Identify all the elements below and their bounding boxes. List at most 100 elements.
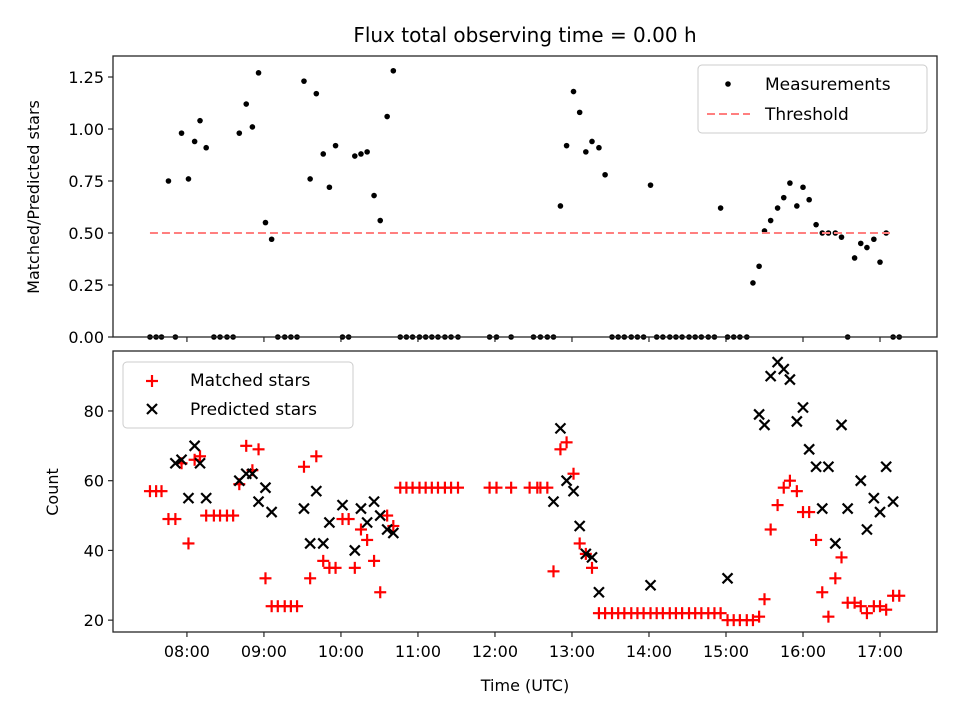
- matched-stars-point: [348, 561, 361, 574]
- predicted-stars-point: [644, 579, 657, 592]
- measurement-point: [191, 138, 198, 145]
- matched-stars-point: [764, 523, 777, 536]
- x-axis-label: Time (UTC): [480, 676, 569, 695]
- predicted-stars-point: [816, 502, 829, 515]
- matched-stars-point: [874, 600, 887, 613]
- measurement-point: [800, 184, 806, 191]
- x-tick-label: 08:00: [164, 642, 210, 661]
- legend-predicted-marker-icon: [146, 403, 158, 415]
- matched-stars-point: [860, 607, 873, 620]
- measurement-point: [243, 101, 250, 107]
- matched-stars-point: [354, 523, 367, 536]
- matched-stars-point: [585, 561, 598, 574]
- y-tick-label: 40: [84, 541, 104, 560]
- matched-stars-point: [317, 554, 330, 567]
- predicted-stars-point: [355, 502, 367, 515]
- measurement-point: [838, 234, 845, 240]
- y-tick-label: 60: [84, 472, 104, 491]
- measurement-point: [358, 151, 364, 157]
- measurement-point: [557, 203, 564, 209]
- predicted-stars-point: [573, 520, 586, 532]
- predicted-stars-point: [310, 485, 323, 497]
- matched-stars-point: [297, 460, 310, 473]
- matched-stars-point: [182, 537, 195, 550]
- x-tick-label: 17:00: [857, 642, 903, 661]
- measurement-point: [756, 263, 762, 270]
- predicted-stars-point: [567, 485, 580, 497]
- matched-stars-point: [505, 481, 518, 494]
- bottom-legend-box: [122, 361, 354, 429]
- legend-predicted-label: Predicted stars: [190, 400, 317, 420]
- predicted-stars-point: [874, 506, 886, 518]
- top-y-axis-label: Matched/Predicted stars: [24, 100, 43, 294]
- measurement-point: [563, 142, 570, 149]
- predicted-stars-point: [182, 492, 195, 504]
- measurement-point: [602, 171, 608, 178]
- predicted-stars-point: [721, 572, 734, 585]
- matched-stars-point: [714, 607, 727, 620]
- predicted-stars-point: [252, 495, 265, 508]
- legend-measurements-marker-icon: [725, 81, 731, 87]
- measurement-point: [570, 88, 577, 95]
- y-tick-label: 0.75: [68, 172, 104, 191]
- matched-stars-point: [783, 474, 796, 487]
- matched-stars-point: [291, 600, 304, 613]
- legend-measurements-label: Measurements: [765, 75, 891, 95]
- predicted-stars-point: [784, 373, 796, 386]
- measurement-point: [647, 182, 654, 188]
- bottom-y-ticks: 20 40 60 80: [84, 402, 113, 630]
- bottom-axes: Count Time (UTC) 20 40 60 80 08:00 09:00 10:0…: [43, 350, 938, 695]
- measurement-point: [750, 280, 756, 286]
- matched-stars-point: [541, 481, 554, 494]
- measurement-point: [390, 67, 397, 74]
- matched-stars-point: [835, 551, 848, 564]
- bottom-x-ticks: 08:00 09:00 10:00 11:00 12:00 13:00 14:00 15:00…: [164, 632, 903, 661]
- matched-stars-point: [304, 572, 317, 585]
- measurement-point: [806, 196, 812, 203]
- measurement-point: [262, 219, 269, 226]
- measurement-point: [384, 113, 390, 120]
- predicted-stars-point: [259, 481, 272, 494]
- predicted-stars-point: [822, 460, 835, 473]
- measurement-point: [320, 151, 327, 157]
- measurement-point: [371, 192, 377, 199]
- matched-stars-point: [381, 509, 394, 522]
- bottom-plot-area: [143, 356, 906, 627]
- predicted-stars-point: [554, 422, 567, 435]
- matched-stars-point: [252, 443, 265, 456]
- y-tick-label: 0.00: [68, 328, 104, 347]
- bottom-y-axis-label: Count: [43, 468, 62, 516]
- predicted-stars-point: [298, 502, 310, 515]
- matched-stars-point: [547, 565, 560, 578]
- predicted-stars-point: [586, 551, 598, 564]
- measurement-point: [774, 205, 781, 211]
- matched-stars-point: [227, 509, 240, 522]
- matched-stars-point: [169, 513, 182, 526]
- measurement-point: [596, 144, 602, 151]
- matched-stars-point: [771, 499, 784, 512]
- predicted-stars-point: [777, 363, 790, 375]
- y-tick-label: 80: [84, 402, 104, 421]
- top-y-ticks: 0.00 0.25 0.50 0.75 1.00 1.25: [68, 68, 113, 347]
- matched-stars-point: [854, 600, 867, 613]
- matched-stars-point: [259, 572, 272, 585]
- x-tick-label: 12:00: [472, 642, 518, 661]
- measurement-point: [326, 184, 333, 191]
- predicted-stars-point: [361, 516, 373, 529]
- measurement-point: [364, 149, 370, 155]
- matched-stars-point: [240, 439, 253, 452]
- measurement-point: [236, 130, 243, 136]
- x-tick-label: 10:00: [318, 642, 364, 661]
- measurement-point: [794, 203, 800, 209]
- measurement-point: [268, 236, 275, 243]
- predicted-stars-point: [323, 516, 336, 529]
- predicted-stars-point: [265, 506, 278, 518]
- predicted-stars-point: [175, 453, 188, 466]
- measurement-point: [255, 70, 262, 76]
- predicted-stars-point: [880, 460, 892, 473]
- matched-stars-point: [374, 586, 387, 599]
- legend-matched-marker-icon: [146, 375, 158, 387]
- measurement-point: [332, 142, 339, 149]
- predicted-stars-point: [593, 586, 605, 599]
- measurement-point: [871, 236, 877, 243]
